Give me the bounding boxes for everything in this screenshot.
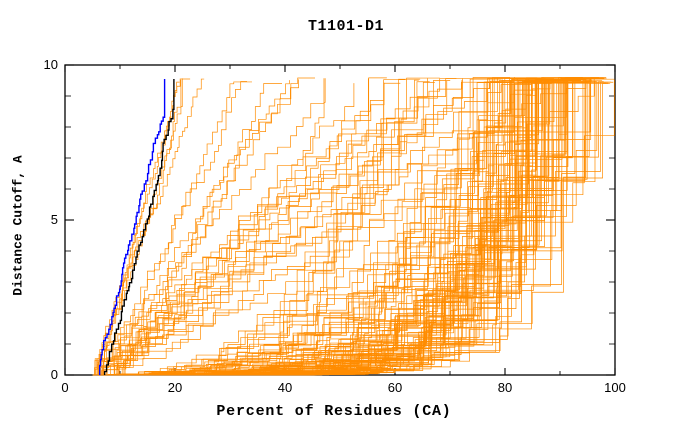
svg-text:40: 40 (278, 380, 292, 395)
svg-text:80: 80 (498, 380, 512, 395)
svg-text:0: 0 (51, 367, 58, 382)
svg-text:100: 100 (604, 380, 626, 395)
svg-text:0: 0 (61, 380, 68, 395)
svg-text:20: 20 (168, 380, 182, 395)
svg-text:60: 60 (388, 380, 402, 395)
svg-text:5: 5 (51, 212, 58, 227)
svg-text:10: 10 (44, 57, 58, 72)
